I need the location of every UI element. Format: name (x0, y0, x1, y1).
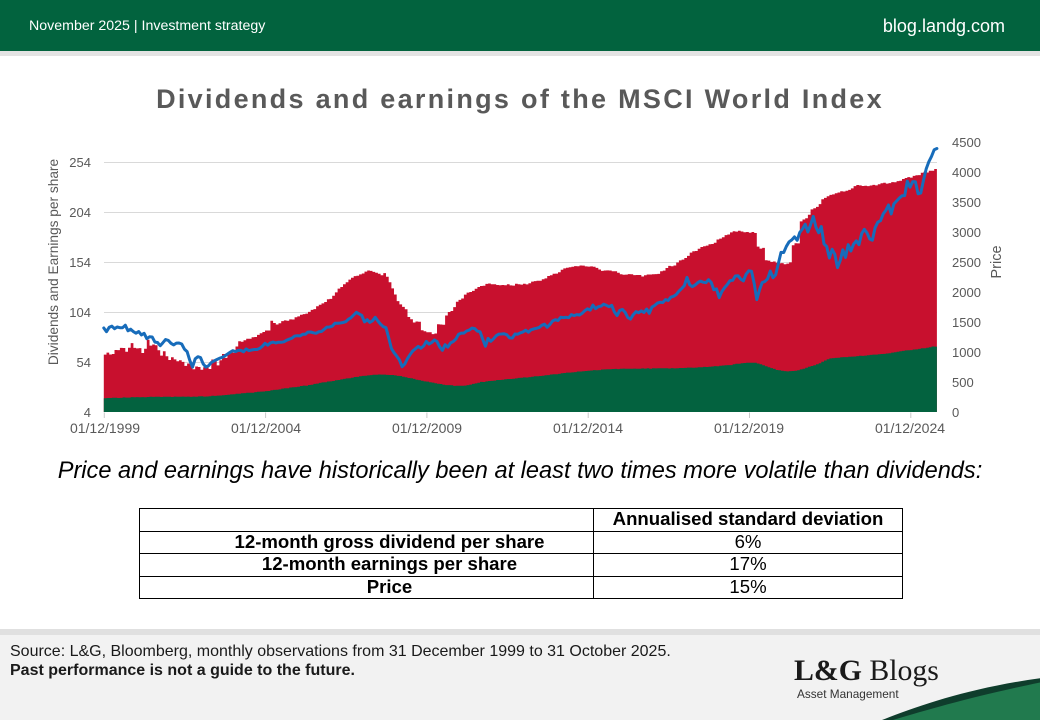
svg-text:4: 4 (84, 405, 91, 420)
svg-text:2500: 2500 (952, 255, 981, 270)
svg-text:254: 254 (69, 155, 91, 170)
svg-text:204: 204 (69, 205, 91, 220)
svg-text:154: 154 (69, 255, 91, 270)
svg-text:Dividends and Earnings per sha: Dividends and Earnings per share (46, 159, 61, 365)
svg-text:3500: 3500 (952, 195, 981, 210)
svg-text:104: 104 (69, 305, 91, 320)
svg-text:01/12/2019: 01/12/2019 (714, 420, 784, 436)
svg-text:1000: 1000 (952, 345, 981, 360)
svg-text:3000: 3000 (952, 225, 981, 240)
svg-text:2000: 2000 (952, 285, 981, 300)
svg-text:4500: 4500 (952, 135, 981, 150)
svg-text:0: 0 (952, 405, 959, 420)
svg-text:Price: Price (989, 245, 1005, 278)
svg-text:4000: 4000 (952, 165, 981, 180)
svg-text:01/12/2024: 01/12/2024 (875, 420, 945, 436)
svg-text:54: 54 (77, 355, 91, 370)
svg-text:01/12/1999: 01/12/1999 (70, 420, 140, 436)
svg-text:01/12/2004: 01/12/2004 (231, 420, 301, 436)
svg-text:500: 500 (952, 375, 974, 390)
svg-text:01/12/2014: 01/12/2014 (553, 420, 623, 436)
svg-text:1500: 1500 (952, 315, 981, 330)
svg-text:01/12/2009: 01/12/2009 (392, 420, 462, 436)
